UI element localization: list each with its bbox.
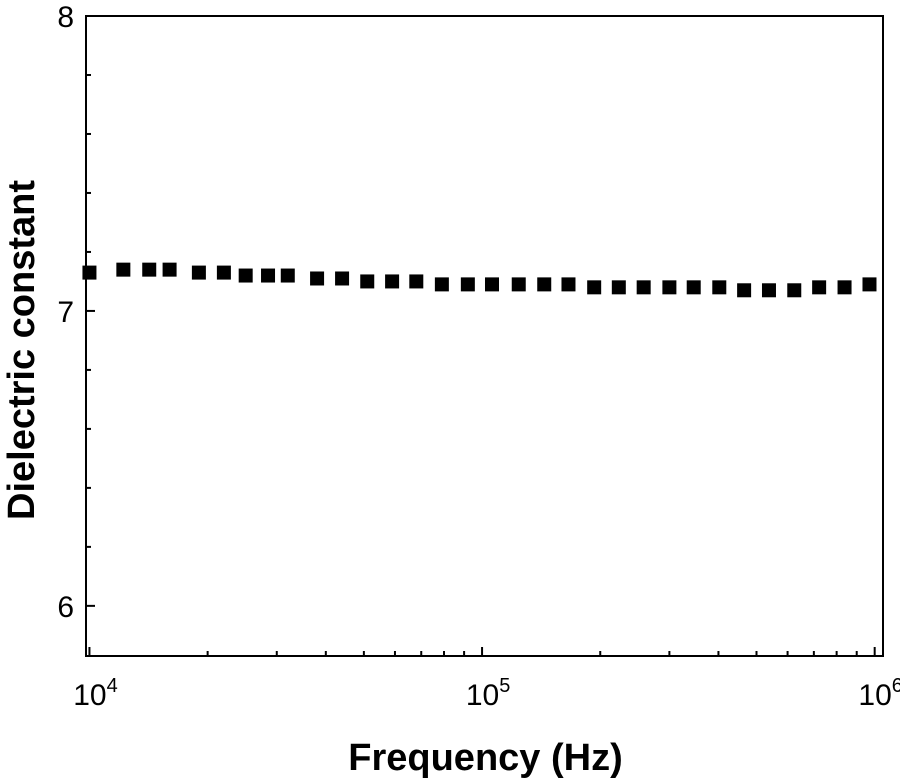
tick-labels: 6 7 8 104 105 106 <box>57 1 900 712</box>
data-point <box>787 283 802 298</box>
data-point <box>460 277 475 292</box>
data-point <box>587 280 602 295</box>
data-point <box>484 277 499 292</box>
data-point <box>761 283 776 298</box>
data-point <box>385 274 400 289</box>
data-point <box>335 271 350 286</box>
data-point <box>862 277 877 292</box>
y-tick-label: 8 <box>57 1 74 34</box>
x-axis-title: Frequency (Hz) <box>348 737 622 779</box>
x-tick-label: 106 <box>858 675 900 712</box>
data-point <box>712 280 727 295</box>
data-point <box>261 268 276 283</box>
data-point <box>216 265 231 280</box>
data-point <box>737 283 752 298</box>
data-point <box>686 280 701 295</box>
data-point <box>142 262 157 277</box>
data-points <box>82 262 877 298</box>
x-tick-label: 104 <box>73 675 117 712</box>
data-point <box>611 280 626 295</box>
data-point <box>360 274 375 289</box>
y-tick-label: 7 <box>57 296 74 329</box>
plot-frame <box>85 15 884 657</box>
data-point <box>812 280 827 295</box>
data-point <box>409 274 424 289</box>
y-axis-title: Dielectric constant <box>1 180 43 520</box>
major-ticks <box>86 15 876 656</box>
data-point <box>162 262 177 277</box>
data-point <box>561 277 576 292</box>
data-point <box>636 280 651 295</box>
data-point <box>434 277 449 292</box>
data-point <box>511 277 526 292</box>
data-point <box>238 268 253 283</box>
data-point <box>82 265 97 280</box>
data-point <box>310 271 325 286</box>
data-point <box>191 265 206 280</box>
data-point <box>837 280 852 295</box>
data-point <box>662 280 677 295</box>
data-point <box>116 262 131 277</box>
data-point <box>280 268 295 283</box>
y-tick-label: 6 <box>57 591 74 624</box>
x-tick-label: 105 <box>466 675 511 712</box>
minor-ticks <box>86 73 858 656</box>
data-point <box>537 277 552 292</box>
